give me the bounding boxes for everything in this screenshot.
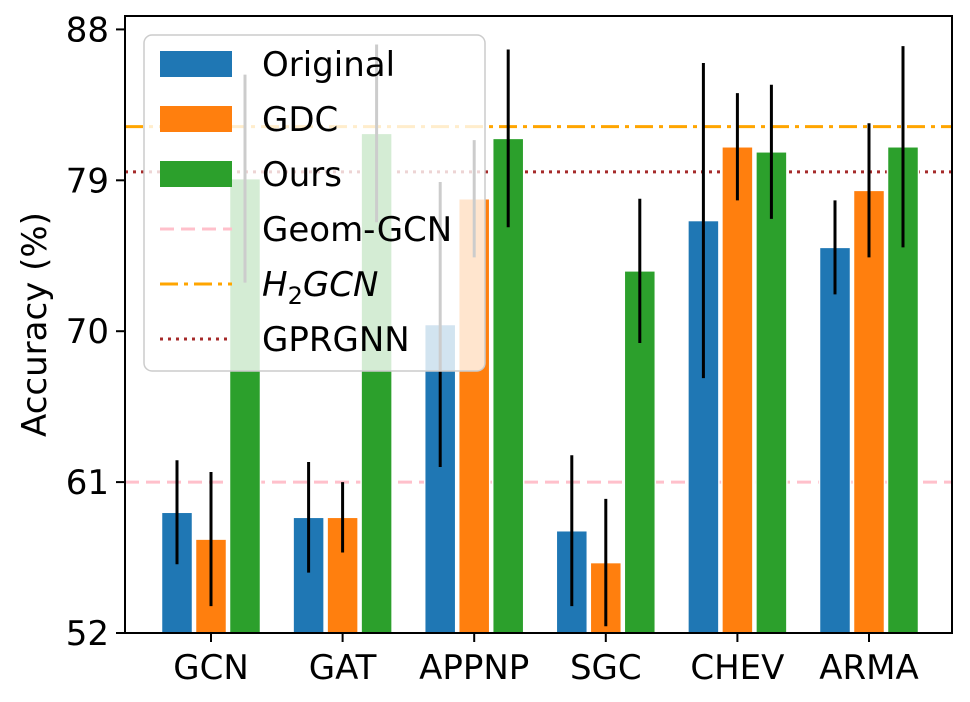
y-tick-label-3: 79 [66, 161, 109, 201]
legend-label-1: GDC [262, 100, 338, 140]
x-tick-label-3: SGC [570, 648, 642, 688]
legend-swatch-2 [160, 161, 232, 187]
bar-2-4 [755, 151, 788, 634]
y-axis-title: Accuracy (%) [15, 212, 55, 437]
x-tick-label-1: GAT [309, 648, 377, 688]
x-tick-label-0: GCN [173, 648, 249, 688]
legend-label-3: Geom-GCN [262, 210, 452, 250]
x-axis: GCN GAT APPNP SGC CHEV ARMA [173, 633, 919, 688]
y-tick-label-2: 70 [66, 312, 109, 352]
legend-swatch-1 [160, 106, 232, 132]
legend-label-0: Original [262, 45, 395, 85]
bar-1-4 [721, 146, 754, 634]
plot-frame [124, 15, 953, 634]
legend-label-2: Ours [262, 155, 342, 195]
legend-swatch-0 [160, 51, 232, 77]
legend-label-5: GPRGNN [262, 320, 410, 360]
x-tick-label-4: CHEV [690, 648, 784, 688]
y-tick-label-4: 88 [66, 10, 109, 50]
x-tick-label-2: APPNP [419, 648, 529, 688]
legend: Original GDC Ours Geom-GCN H2GCN GPRGNN [143, 34, 486, 372]
y-axis: 52 61 70 79 88 [66, 10, 125, 654]
x-tick-label-5: ARMA [819, 648, 918, 688]
y-tick-label-1: 61 [66, 463, 109, 503]
y-tick-label-0: 52 [66, 614, 109, 654]
bar-0-5 [818, 246, 852, 634]
legend-label-4: H2GCN [262, 265, 378, 310]
